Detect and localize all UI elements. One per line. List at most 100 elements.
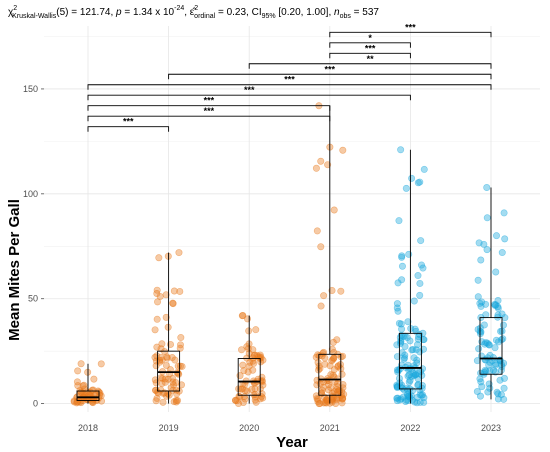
data-point (328, 345, 336, 353)
data-point (500, 384, 508, 392)
data-point (153, 343, 161, 351)
data-point (398, 325, 406, 333)
y-tick-label: 50 (28, 294, 38, 304)
data-point (492, 301, 500, 309)
data-point (404, 318, 412, 326)
data-point (492, 268, 500, 276)
data-point (493, 388, 501, 396)
data-point (97, 360, 105, 368)
x-tick-label: 2022 (400, 423, 420, 433)
data-point (486, 384, 494, 392)
x-axis-ticks: 2018 2019 2020 2021 2022 2023 (78, 423, 501, 433)
data-point (397, 146, 405, 154)
data-point (86, 388, 94, 396)
data-point (77, 399, 85, 407)
data-point (177, 334, 185, 342)
subtitle-n: n (334, 7, 340, 18)
data-point (237, 385, 245, 393)
data-point (482, 339, 490, 347)
data-point (156, 292, 164, 300)
data-point (168, 354, 176, 362)
data-point (478, 298, 486, 306)
chart-subtitle: χ2 Kruskal-Wallis(5) = 121.74, p = 1.34 x… (8, 5, 379, 20)
data-point (98, 397, 106, 405)
data-point (249, 354, 257, 362)
data-point (410, 370, 418, 378)
y-tick-label: 100 (23, 189, 38, 199)
data-point (476, 375, 484, 383)
data-point (155, 254, 163, 262)
data-point (176, 362, 184, 370)
significance-bracket (248, 63, 492, 69)
x-tick-label: 2018 (78, 423, 98, 433)
data-point (324, 161, 332, 169)
data-point (151, 386, 159, 394)
data-point (405, 250, 413, 258)
data-point (500, 209, 508, 217)
box-body (157, 350, 181, 392)
data-point (328, 398, 336, 406)
data-point (161, 375, 169, 383)
significance-label: *** (244, 85, 255, 95)
box-body (237, 358, 261, 396)
data-point (496, 376, 504, 384)
significance-label: *** (204, 106, 215, 116)
significance-label: ** (367, 54, 375, 64)
data-point (233, 397, 241, 405)
box-body (398, 332, 422, 390)
data-point (494, 338, 502, 346)
data-point (253, 352, 261, 360)
significance-bracket (168, 73, 492, 80)
data-point (321, 354, 329, 362)
data-point (402, 184, 410, 192)
data-point (250, 379, 258, 387)
data-point (413, 399, 421, 407)
data-point (411, 325, 419, 333)
significance-brackets: *************************** (87, 22, 492, 132)
data-point (499, 321, 507, 329)
data-point (257, 358, 265, 366)
box-body (318, 353, 342, 396)
data-point (157, 353, 165, 361)
significance-label: *** (365, 43, 376, 53)
data-point (239, 398, 247, 406)
significance-bracket (87, 115, 331, 122)
data-point (474, 276, 482, 284)
data-point (478, 383, 486, 391)
y-axis-title: Mean Mites Per Gall (6, 199, 23, 341)
data-point (312, 164, 320, 172)
significance-label: *** (405, 22, 416, 32)
data-point (314, 396, 322, 404)
subtitle-p-text: = 1.34 x 10 (122, 7, 175, 18)
data-point (339, 146, 347, 154)
data-point (322, 396, 330, 404)
subtitle-eps-sub: ordinal (194, 13, 215, 20)
subtitle-chi-sup: 2 (13, 5, 17, 12)
data-point (409, 345, 417, 353)
subtitle-df: (5) = 121.74, (56, 7, 116, 18)
data-point (401, 354, 409, 362)
data-point (312, 392, 320, 400)
data-points (70, 102, 509, 408)
data-point (325, 381, 333, 389)
data-point (330, 206, 338, 214)
x-tick-label: 2021 (320, 423, 340, 433)
data-point (328, 286, 336, 294)
data-point (416, 178, 424, 186)
significance-bracket (87, 126, 170, 132)
data-point (473, 357, 481, 365)
data-point (338, 370, 346, 378)
data-point (151, 326, 159, 334)
data-point (333, 336, 341, 344)
data-point (169, 300, 177, 308)
data-point (176, 287, 184, 295)
data-point (501, 235, 509, 243)
data-point (396, 396, 404, 404)
data-point (252, 398, 260, 406)
data-point (314, 359, 322, 367)
data-point (483, 246, 491, 254)
data-point (416, 291, 424, 299)
data-point (500, 374, 508, 382)
data-point (77, 360, 85, 368)
data-point (480, 368, 488, 376)
